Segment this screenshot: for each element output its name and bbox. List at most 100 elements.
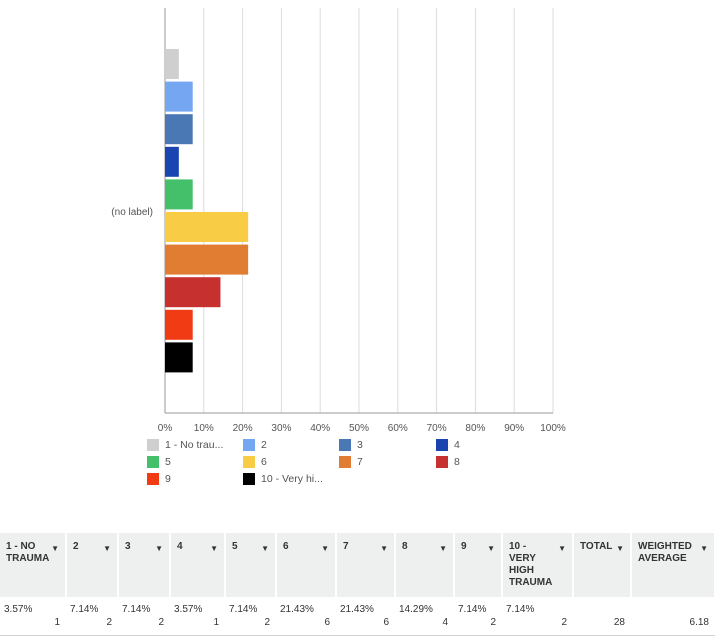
column-header[interactable]: 5 ▼ xyxy=(225,533,277,597)
legend-label: 8 xyxy=(454,456,460,468)
table-cell: 7.14% 2 xyxy=(454,597,502,636)
bar-series-6 xyxy=(165,212,249,242)
bar-series-2 xyxy=(165,81,193,112)
cell-count: 2 xyxy=(561,617,567,628)
table-header-row: 1 - NO TRAUMA ▼ 2 ▼ 3 ▼ 4 ▼ 5 ▼ 6 ▼ 7 ▼ 8 ▼ 9 ▼ 10 - VERY … xyxy=(0,533,716,597)
cell-count: 28 xyxy=(613,617,625,628)
category-label: (no label) xyxy=(111,207,153,218)
cell-percent: 7.14% xyxy=(70,604,99,615)
column-header[interactable]: 4 ▼ xyxy=(170,533,226,597)
bar-series-3 xyxy=(165,114,193,145)
column-header-label: 2 xyxy=(73,541,79,552)
sort-caret-icon[interactable]: ▼ xyxy=(700,544,708,553)
cell-count: 6 xyxy=(383,617,389,628)
legend-item: 4 xyxy=(436,437,460,453)
table-cell: 3.57% 1 xyxy=(0,597,66,636)
table-cell: 7.14% 2 xyxy=(118,597,170,636)
column-header[interactable]: 10 - VERY HIGH TRAUMA ▼ xyxy=(502,533,574,597)
column-header-label: 7 xyxy=(343,541,349,552)
column-header-label: 9 xyxy=(461,541,467,552)
x-tick-label: 30% xyxy=(271,423,291,434)
column-header-label: 8 xyxy=(402,541,408,552)
cell-percent: 14.29% xyxy=(399,604,433,615)
legend-item: 10 - Very hi... xyxy=(243,471,323,487)
column-header[interactable]: 6 ▼ xyxy=(276,533,337,597)
sort-caret-icon[interactable]: ▼ xyxy=(103,544,111,553)
chart-grid xyxy=(164,8,554,414)
column-header[interactable]: 9 ▼ xyxy=(454,533,503,597)
legend-swatch xyxy=(339,439,351,451)
legend-label: 9 xyxy=(165,473,171,485)
column-header[interactable]: WEIGHTED AVERAGE ▼ xyxy=(631,533,716,597)
legend-item: 8 xyxy=(436,454,460,470)
bar-series-5 xyxy=(165,179,193,210)
legend-swatch xyxy=(243,456,255,468)
sort-caret-icon[interactable]: ▼ xyxy=(558,544,566,553)
sort-caret-icon[interactable]: ▼ xyxy=(616,544,624,553)
cell-percent: 7.14% xyxy=(122,604,151,615)
sort-caret-icon[interactable]: ▼ xyxy=(321,544,329,553)
cell-percent: 21.43% xyxy=(340,604,374,615)
bar-series-7 xyxy=(165,244,249,275)
legend-label: 7 xyxy=(357,456,363,468)
cell-count: 6 xyxy=(324,617,330,628)
cell-count: 6.18 xyxy=(689,617,709,628)
cell-percent: 7.14% xyxy=(229,604,258,615)
cell-count: 2 xyxy=(490,617,496,628)
sort-caret-icon[interactable]: ▼ xyxy=(439,544,447,553)
cell-percent: 21.43% xyxy=(280,604,314,615)
table-cell: 7.14% 2 xyxy=(66,597,118,636)
column-header[interactable]: 7 ▼ xyxy=(336,533,396,597)
cell-percent xyxy=(577,603,625,616)
table-cell: 21.43% 6 xyxy=(276,597,336,636)
column-header[interactable]: TOTAL ▼ xyxy=(573,533,632,597)
table-cell: 3.57% 1 xyxy=(170,597,225,636)
legend-swatch xyxy=(243,473,255,485)
table-cell: 7.14% 2 xyxy=(502,597,573,636)
sort-caret-icon[interactable]: ▼ xyxy=(261,544,269,553)
x-tick-label: 10% xyxy=(194,423,214,434)
legend-label: 6 xyxy=(261,456,267,468)
legend-swatch xyxy=(147,473,159,485)
sort-caret-icon[interactable]: ▼ xyxy=(210,544,218,553)
legend-swatch xyxy=(436,439,448,451)
bar-series-1 xyxy=(165,49,179,79)
cell-count: 1 xyxy=(213,617,219,628)
legend-swatch xyxy=(339,456,351,468)
cell-count: 2 xyxy=(264,617,270,628)
results-table: 1 - NO TRAUMA ▼ 2 ▼ 3 ▼ 4 ▼ 5 ▼ 6 ▼ 7 ▼ 8 ▼ 9 ▼ 10 - VERY … xyxy=(0,533,716,636)
sort-caret-icon[interactable]: ▼ xyxy=(380,544,388,553)
cell-count: 2 xyxy=(106,617,112,628)
column-header[interactable]: 1 - NO TRAUMA ▼ xyxy=(0,533,67,597)
table-cell: 21.43% 6 xyxy=(336,597,395,636)
legend-item: 3 xyxy=(339,437,363,453)
cell-percent: 3.57% xyxy=(4,604,33,615)
cell-percent: 7.14% xyxy=(506,604,535,615)
cell-count: 2 xyxy=(158,617,164,628)
column-header[interactable]: 8 ▼ xyxy=(395,533,455,597)
table-cell: 14.29% 4 xyxy=(395,597,454,636)
sort-caret-icon[interactable]: ▼ xyxy=(155,544,163,553)
x-tick-label: 70% xyxy=(427,423,447,434)
x-tick-label: 20% xyxy=(233,423,253,434)
x-tick-label: 50% xyxy=(349,423,369,434)
x-axis-ticks: 0% 10% 20% 30% 40% 50% 60% 70% 80% 90% 100% xyxy=(158,423,566,434)
sort-caret-icon[interactable]: ▼ xyxy=(487,544,495,553)
cell-percent: 7.14% xyxy=(458,604,487,615)
column-header-label: 1 - NO TRAUMA xyxy=(6,541,50,564)
column-header-label: 3 xyxy=(125,541,131,552)
column-header-label: TOTAL xyxy=(580,541,613,552)
table-cell: 6.18 xyxy=(631,597,715,636)
legend-label: 1 - No trau... xyxy=(165,439,224,451)
legend-label: 2 xyxy=(261,439,267,451)
legend-swatch xyxy=(243,439,255,451)
x-tick-label: 40% xyxy=(310,423,330,434)
cell-percent xyxy=(635,603,709,616)
column-header-label: 6 xyxy=(283,541,289,552)
x-tick-label: 80% xyxy=(465,423,485,434)
x-tick-label: 90% xyxy=(504,423,524,434)
sort-caret-icon[interactable]: ▼ xyxy=(51,544,59,553)
column-header[interactable]: 3 ▼ xyxy=(118,533,171,597)
cell-percent: 3.57% xyxy=(174,604,203,615)
column-header[interactable]: 2 ▼ xyxy=(66,533,119,597)
